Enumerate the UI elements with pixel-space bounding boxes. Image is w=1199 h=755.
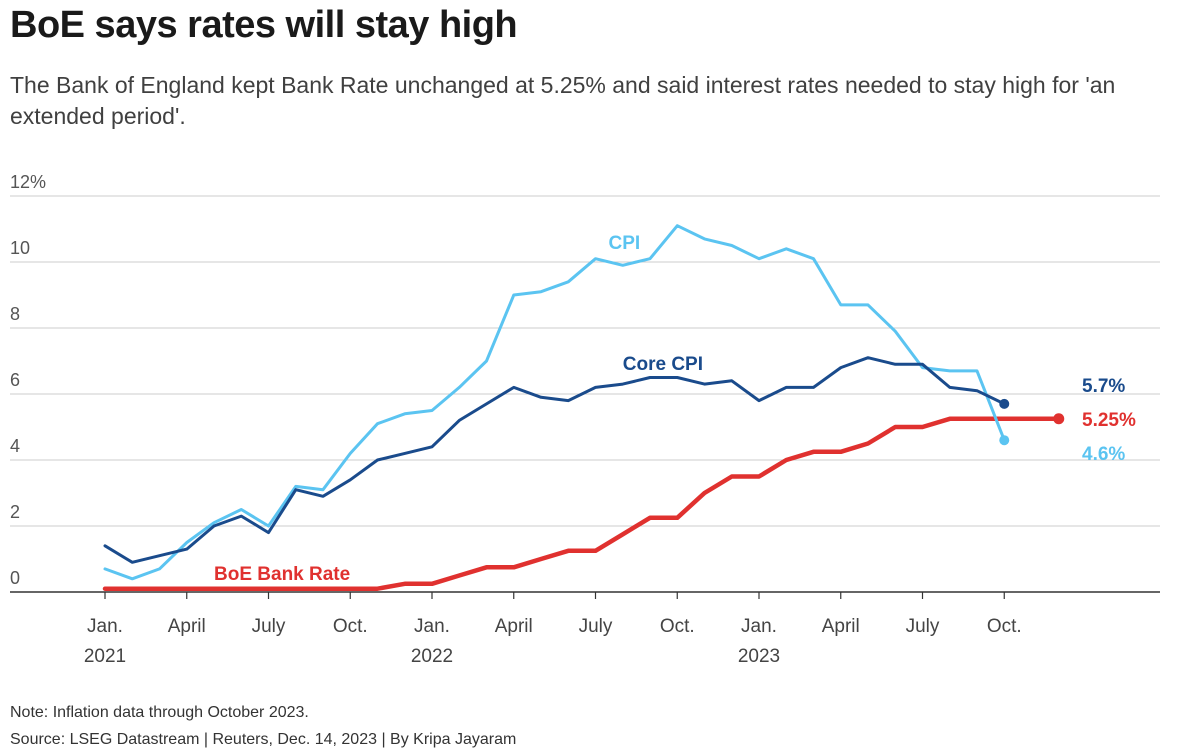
x-tick-year-label: 2023 bbox=[738, 646, 780, 667]
series-line-bank-rate bbox=[102, 416, 1062, 591]
x-tick-label: Jan. bbox=[87, 616, 123, 637]
series-name-label: Core CPI bbox=[623, 354, 703, 375]
series-end-value-label: 4.6% bbox=[1082, 444, 1125, 465]
grid-lines bbox=[10, 195, 1160, 527]
y-tick-label: 8 bbox=[10, 304, 20, 324]
x-tick-label: Oct. bbox=[660, 616, 695, 637]
y-tick-label: 4 bbox=[10, 436, 20, 456]
x-tick-label: July bbox=[579, 616, 613, 637]
series-lines bbox=[102, 224, 1065, 591]
x-tick-label: July bbox=[252, 616, 286, 637]
series-end-value-label: 5.7% bbox=[1082, 376, 1125, 397]
y-tick-label: 2 bbox=[10, 502, 20, 522]
x-tick-label: July bbox=[906, 616, 940, 637]
chart-title: BoE says rates will stay high bbox=[10, 4, 518, 46]
series-end-point-cpi bbox=[999, 435, 1010, 446]
series-name-label: CPI bbox=[609, 233, 641, 254]
series-line-cpi bbox=[103, 224, 1006, 581]
chart-subtitle: The Bank of England kept Bank Rate uncha… bbox=[10, 72, 1116, 129]
line-chart: 0 2 4 6 8 10 12% Jan. 2021 April July Oct. Jan. 2022 A… bbox=[10, 172, 1160, 667]
x-tick-label: Jan. bbox=[741, 616, 777, 637]
x-tick-label: Oct. bbox=[333, 616, 368, 637]
x-axis bbox=[10, 591, 1160, 599]
y-tick-label: 0 bbox=[10, 568, 20, 588]
y-tick-label: 12% bbox=[10, 172, 46, 192]
series-line-core-cpi bbox=[103, 356, 1006, 564]
x-tick-year-label: 2022 bbox=[411, 646, 453, 667]
x-tick-label: April bbox=[495, 616, 533, 637]
x-tick-year-label: 2021 bbox=[84, 646, 126, 667]
x-tick-label: Oct. bbox=[987, 616, 1022, 637]
x-tick-label: April bbox=[822, 616, 860, 637]
series-end-value-label: 5.25% bbox=[1082, 410, 1136, 431]
series-end-point-bank-rate bbox=[1053, 413, 1065, 425]
labels: 0 2 4 6 8 10 12% Jan. 2021 April July Oct. Jan. 2022 A… bbox=[10, 172, 1136, 667]
y-tick-label: 6 bbox=[10, 370, 20, 390]
chart-note: Note: Inflation data through October 202… bbox=[10, 704, 309, 721]
series-name-label: BoE Bank Rate bbox=[214, 564, 350, 585]
x-tick-label: April bbox=[168, 616, 206, 637]
y-tick-label: 10 bbox=[10, 238, 30, 258]
series-end-point-core-cpi bbox=[999, 398, 1010, 409]
x-tick-label: Jan. bbox=[414, 616, 450, 637]
chart-source: Source: LSEG Datastream | Reuters, Dec. … bbox=[10, 731, 517, 748]
